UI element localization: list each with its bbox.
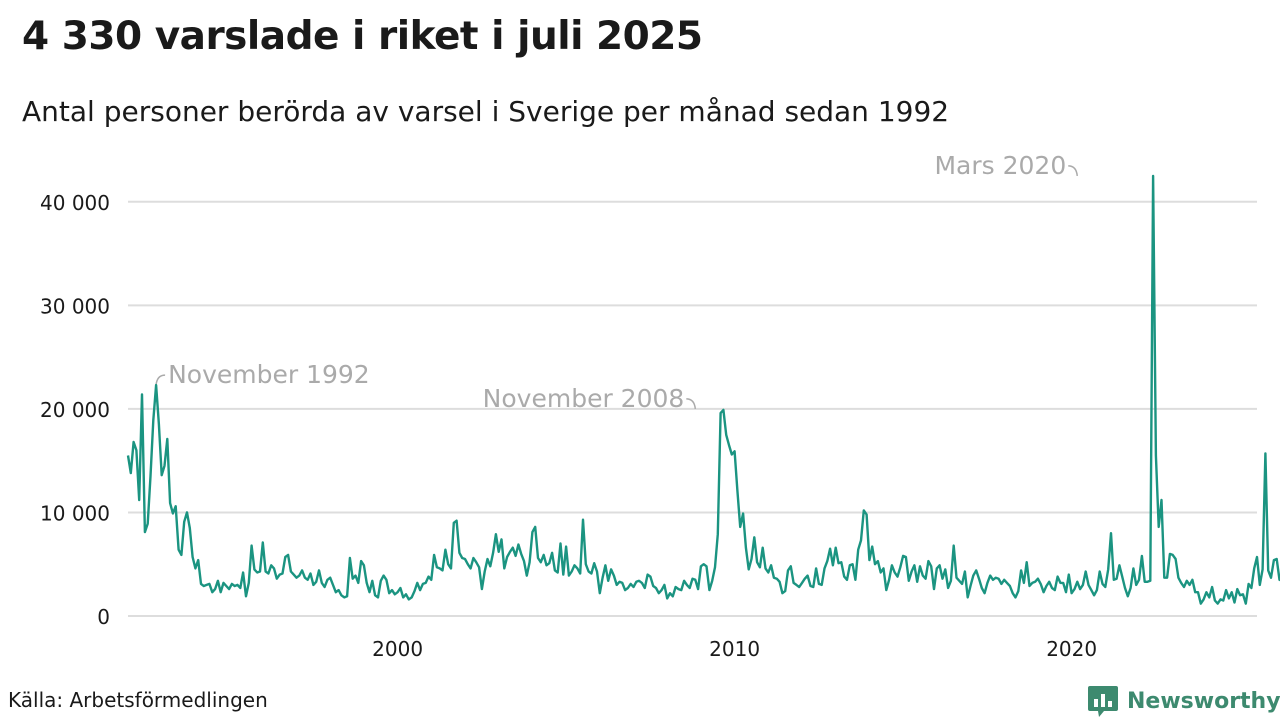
annotation-label: November 1992 bbox=[168, 360, 370, 389]
x-tick-label: 2020 bbox=[1046, 637, 1097, 661]
brand-logo[interactable]: Newsworthy bbox=[1087, 684, 1280, 718]
x-tick-label: 2010 bbox=[709, 637, 760, 661]
page-subtitle: Antal personer berörda av varsel i Sveri… bbox=[22, 95, 950, 128]
source-credit: Källa: Arbetsförmedlingen bbox=[8, 688, 268, 712]
y-tick-label: 0 bbox=[97, 605, 110, 629]
y-axis-ticks: 0 10 000 20 000 30 000 40 000 bbox=[40, 191, 110, 629]
page-title: 4 330 varslade i riket i juli 2025 bbox=[22, 14, 703, 59]
annotations: November 1992 November 2008 Mars 2020 bbox=[155, 151, 1079, 413]
y-tick-label: 30 000 bbox=[40, 294, 110, 318]
annotation: November 2008 bbox=[483, 384, 697, 413]
annotation: Mars 2020 bbox=[934, 151, 1079, 180]
y-tick-label: 40 000 bbox=[40, 191, 110, 215]
x-axis-ticks: 2000 2010 2020 bbox=[372, 637, 1097, 661]
annotation-connector bbox=[155, 374, 166, 386]
annotation-label: Mars 2020 bbox=[934, 151, 1066, 180]
series-layer bbox=[126, 174, 1280, 605]
y-tick-label: 10 000 bbox=[40, 501, 110, 525]
annotation-label: November 2008 bbox=[483, 384, 685, 413]
brand-name: Newsworthy bbox=[1127, 688, 1280, 714]
x-tick-label: 2000 bbox=[372, 637, 423, 661]
gridlines bbox=[128, 200, 1257, 617]
series-line bbox=[126, 174, 1280, 605]
y-tick-label: 20 000 bbox=[40, 398, 110, 422]
annotation-connector bbox=[686, 398, 697, 409]
annotation: November 1992 bbox=[155, 360, 370, 389]
annotation-connector bbox=[1068, 165, 1079, 176]
newsworthy-logo-icon bbox=[1088, 686, 1118, 717]
